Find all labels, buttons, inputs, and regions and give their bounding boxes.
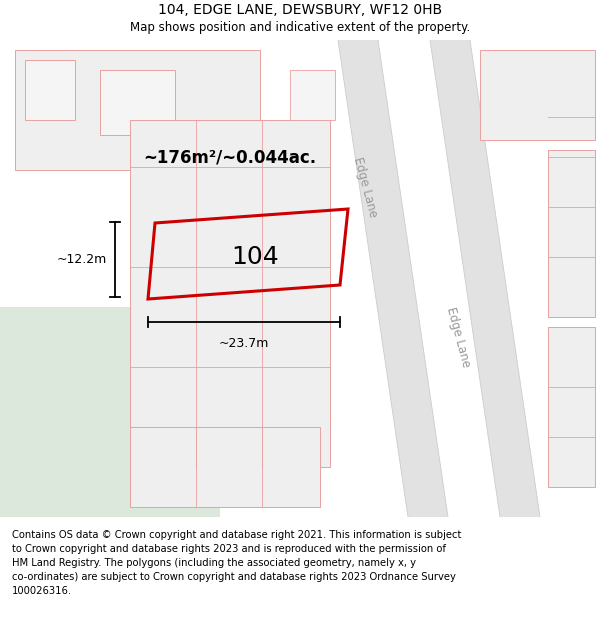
Polygon shape — [338, 40, 448, 517]
Polygon shape — [548, 150, 595, 317]
Text: Contains OS data © Crown copyright and database right 2021. This information is : Contains OS data © Crown copyright and d… — [12, 530, 461, 596]
Text: 104: 104 — [231, 245, 279, 269]
Text: ~12.2m: ~12.2m — [57, 253, 107, 266]
Polygon shape — [25, 60, 75, 120]
Text: Map shows position and indicative extent of the property.: Map shows position and indicative extent… — [130, 21, 470, 34]
Text: Edge Lane: Edge Lane — [351, 156, 379, 219]
Text: ~176m²/~0.044ac.: ~176m²/~0.044ac. — [143, 148, 317, 166]
Text: Edge Lane: Edge Lane — [444, 306, 472, 369]
Polygon shape — [430, 40, 540, 517]
Polygon shape — [290, 70, 335, 120]
Polygon shape — [548, 327, 595, 487]
Polygon shape — [480, 50, 595, 140]
Text: ~23.7m: ~23.7m — [219, 337, 269, 350]
Polygon shape — [15, 50, 260, 170]
Text: 104, EDGE LANE, DEWSBURY, WF12 0HB: 104, EDGE LANE, DEWSBURY, WF12 0HB — [158, 3, 442, 17]
Polygon shape — [130, 427, 320, 507]
Polygon shape — [0, 307, 220, 517]
Polygon shape — [100, 70, 175, 135]
Polygon shape — [130, 120, 330, 467]
